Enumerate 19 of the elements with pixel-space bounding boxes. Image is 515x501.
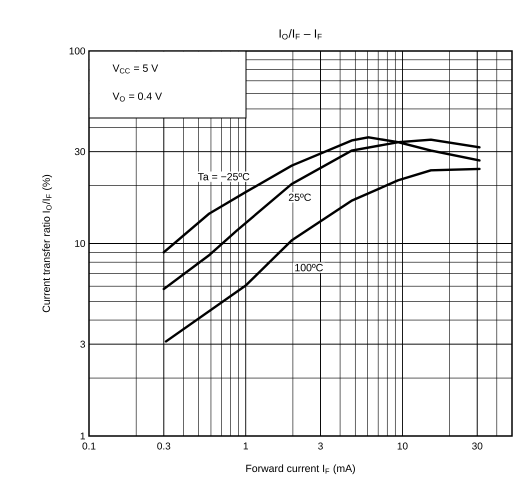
- x-tick-label: 3: [318, 442, 323, 450]
- x-tick-label: 1: [244, 442, 248, 450]
- x-tick-label: 10: [398, 442, 408, 450]
- y-tick-label: 10: [75, 240, 86, 248]
- chart-title: I$_{O}$/I$_{F}$ – I$_{F}$: [280, 28, 322, 40]
- y-tick-label: 3: [80, 340, 86, 348]
- x-axis-title: Forward current I$_{F}$ (mA): [246, 464, 355, 474]
- annotation: V$_{O}$ = 0.4 V: [112, 92, 162, 102]
- x-tick-label: 30: [472, 442, 482, 450]
- x-tick-label: 0.1: [82, 442, 96, 450]
- series-label: 25ºC: [288, 194, 311, 202]
- y-tick-label: 1: [80, 432, 85, 440]
- y-tick-label: 100: [70, 47, 86, 55]
- series-label: Ta = −25ºC: [198, 172, 250, 180]
- y-tick-label: 30: [74, 148, 86, 156]
- x-tick-label: 0.3: [157, 442, 170, 450]
- annotation: V$_{CC}$ = 5 V: [112, 64, 158, 74]
- series-label: 100ºC: [295, 264, 323, 272]
- y-axis-title: Current transfer ratio I$_{O}$/I$_{F}$ (%): [42, 174, 52, 312]
